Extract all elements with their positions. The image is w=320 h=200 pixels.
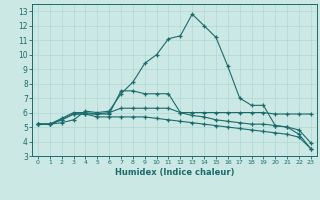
- X-axis label: Humidex (Indice chaleur): Humidex (Indice chaleur): [115, 168, 234, 177]
